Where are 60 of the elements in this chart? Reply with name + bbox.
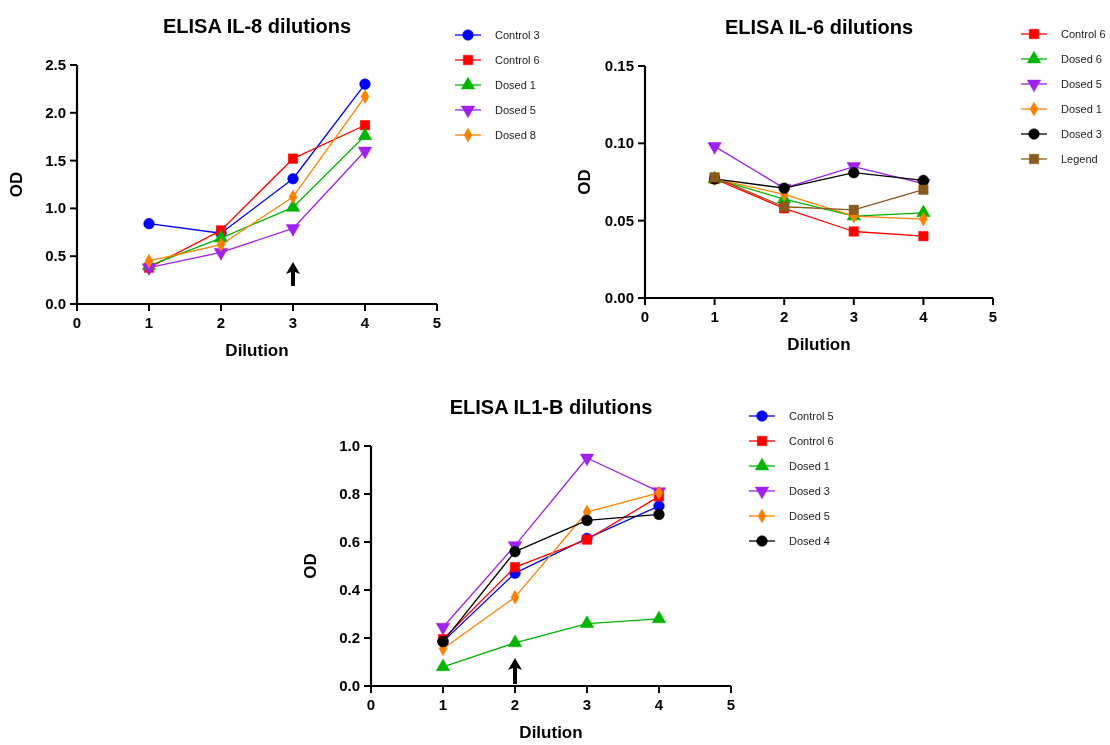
legend-label: Legend (1061, 153, 1098, 165)
x-tick-label: 0 (640, 308, 650, 325)
legend-label: Control 6 (495, 54, 540, 66)
chart-title: ELISA IL1-B dilutions (449, 396, 653, 418)
y-axis-title: OD (575, 169, 594, 195)
legend-label: Control 6 (1061, 28, 1106, 40)
x-tick-label: 4 (919, 308, 929, 325)
y-tick-label: 0.6 (339, 533, 360, 550)
y-tick-label: 0.15 (604, 57, 634, 74)
y-tick-label: 0.4 (339, 581, 361, 598)
x-tick-label: 1 (144, 314, 154, 331)
legend-label: Dosed 4 (789, 535, 830, 547)
y-tick-label: 0.10 (604, 134, 634, 152)
y-tick-label: 2.5 (45, 56, 66, 73)
x-tick-label: 2 (510, 696, 520, 713)
y-tick-label: 0.2 (339, 629, 360, 646)
x-tick-label: 3 (582, 696, 592, 713)
legend-label: Control 3 (495, 29, 540, 41)
legend-label: Dosed 3 (789, 485, 830, 497)
y-tick-label: 0.5 (45, 247, 66, 265)
legend-label: Dosed 6 (1061, 53, 1102, 65)
x-tick-label: 3 (288, 314, 298, 331)
legend-label: Dosed 1 (1061, 103, 1102, 115)
chart-title: ELISA IL-6 dilutions (724, 16, 914, 38)
y-tick-label: 0.8 (339, 485, 360, 502)
y-tick-label: 0.0 (339, 677, 360, 694)
x-tick-label: 4 (654, 696, 664, 713)
legend-label: Control 5 (789, 410, 834, 422)
y-axis-title: OD (301, 553, 320, 579)
y-tick-label: 1.0 (339, 437, 360, 454)
legend-label: Dosed 1 (789, 460, 830, 472)
x-tick-label: 5 (432, 314, 442, 331)
y-tick-label: 1.5 (45, 151, 66, 169)
chart-title: ELISA IL-8 dilutions (162, 15, 352, 37)
legend-label: Dosed 5 (1061, 78, 1102, 90)
y-tick-label: 0.0 (45, 295, 66, 312)
x-axis-title: Dilution (519, 723, 583, 742)
x-axis-title: Dilution (787, 335, 851, 354)
x-tick-label: 0 (366, 696, 376, 713)
legend-label: Dosed 8 (495, 129, 536, 141)
y-tick-label: 1.0 (45, 199, 66, 217)
y-tick-label: 0.05 (604, 211, 634, 229)
legend-label: Dosed 1 (495, 79, 536, 91)
y-axis-title: OD (7, 171, 26, 198)
x-tick-label: 5 (988, 308, 998, 325)
y-tick-label: 2.0 (45, 103, 66, 121)
x-tick-label: 2 (780, 308, 789, 325)
x-tick-label: 3 (849, 308, 858, 325)
x-tick-label: 0 (72, 314, 82, 331)
y-tick-label: 0.00 (604, 289, 634, 306)
x-tick-label: 1 (438, 696, 448, 713)
legend-label: Dosed 5 (789, 510, 830, 522)
x-axis-title: Dilution (225, 341, 289, 360)
legend-label: Control 6 (789, 435, 834, 447)
x-tick-label: 5 (726, 696, 736, 713)
x-tick-label: 4 (360, 314, 370, 331)
legend-label: Dosed 5 (495, 104, 536, 116)
legend-label: Dosed 3 (1061, 128, 1102, 140)
x-tick-label: 1 (710, 308, 719, 325)
x-tick-label: 2 (216, 314, 226, 331)
